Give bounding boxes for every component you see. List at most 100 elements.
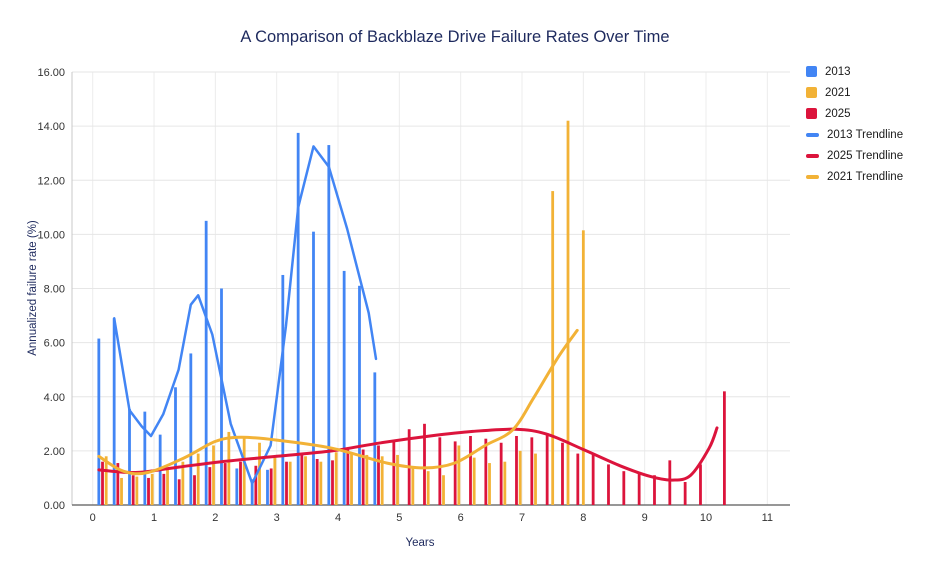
y-tick-label: 10.00 [37, 229, 65, 241]
bar-2013 [143, 411, 147, 505]
bar-2013 [189, 353, 193, 505]
bar-2025 [285, 461, 288, 505]
y-tick-label: 6.00 [44, 338, 65, 350]
bar-2021 [503, 461, 507, 505]
legend-label-2021: 2021 [825, 86, 851, 99]
bar-2025 [484, 438, 488, 505]
bar-2025 [607, 464, 610, 505]
bar-2021 [380, 456, 384, 505]
legend-swatch-2013 [806, 66, 817, 77]
legend-swatch-2021 [806, 87, 817, 98]
y-tick-label: 12.00 [37, 175, 65, 187]
y-tick-label: 8.00 [44, 284, 65, 296]
bar-2025 [193, 475, 196, 505]
x-tick-label: 8 [580, 512, 586, 524]
bar-2021 [181, 461, 185, 505]
legend-label-2013-trendline: 2013 Trendline [827, 128, 904, 141]
bar-2021 [273, 457, 277, 505]
bar-2025 [622, 471, 626, 505]
bar-2021 [426, 471, 430, 505]
legend-label-2021-trendline: 2021 Trendline [827, 170, 904, 183]
x-tick-label: 10 [700, 512, 712, 524]
legend-label-2013: 2013 [825, 65, 851, 78]
y-tick-label: 2.00 [44, 446, 65, 458]
legend-swatch-2013-trendline [806, 132, 819, 137]
bar-2025 [499, 442, 503, 505]
legend-item-2025: 2025 [806, 103, 903, 124]
bar-2013 [266, 469, 269, 505]
bar-2025 [591, 454, 595, 505]
legend-swatch-2025-trendline [806, 153, 819, 158]
x-tick-label: 6 [458, 512, 464, 524]
y-axis-title: Annualized failure rate (%) [27, 220, 39, 356]
legend-item-2021: 2021 [806, 82, 903, 103]
bar-2013 [250, 479, 254, 505]
bar-2021 [334, 452, 338, 505]
bar-2025 [515, 435, 518, 505]
y-tick-label: 14.00 [37, 121, 65, 133]
bar-2025 [561, 442, 564, 505]
y-tick-label: 4.00 [44, 392, 65, 404]
x-tick-label: 11 [762, 512, 773, 524]
legend-label-2025: 2025 [825, 107, 851, 120]
bar-2025 [346, 449, 350, 505]
bar-2025 [162, 473, 166, 505]
bar-2025 [453, 441, 457, 505]
bar-2025 [254, 465, 258, 505]
x-tick-label: 4 [335, 512, 341, 524]
bar-2013 [235, 468, 239, 505]
bar-2013 [296, 132, 300, 505]
bar-2021 [104, 456, 108, 505]
bar-2013 [128, 408, 131, 505]
bar-2021 [196, 453, 200, 505]
bar-2025 [147, 477, 150, 505]
bar-2021 [258, 442, 261, 505]
legend-swatch-2025 [806, 108, 817, 119]
bar-2025 [361, 449, 365, 505]
bar-2021 [212, 445, 215, 505]
bar-2013 [112, 318, 116, 505]
x-tick-label: 3 [274, 512, 280, 524]
bar-2025 [699, 464, 702, 505]
bar-2025 [331, 460, 334, 505]
legend-label-2025-trendline: 2025 Trendline [827, 149, 904, 162]
bar-2021 [518, 450, 522, 505]
bar-2025 [653, 475, 656, 505]
bar-2013 [358, 285, 361, 505]
bar-2013 [220, 288, 223, 505]
bar-2021 [488, 463, 491, 505]
bar-2025 [438, 437, 442, 505]
bar-2013 [342, 270, 346, 505]
bar-2025 [116, 463, 120, 505]
trendline-2013-trendline [112, 145, 378, 485]
bar-2025 [576, 453, 580, 505]
bar-2021 [457, 445, 461, 505]
bar-2013 [281, 274, 285, 505]
bar-2021 [442, 475, 445, 505]
x-tick-label: 7 [519, 512, 525, 524]
chart-title: A Comparison of Backblaze Drive Failure … [240, 28, 670, 46]
bar-2021 [242, 435, 246, 505]
bar-2021 [411, 467, 415, 505]
bar-2025 [469, 435, 472, 505]
y-tick-label: 0.00 [44, 500, 65, 512]
x-tick-label: 0 [90, 512, 96, 524]
legend-item-2025-trendline: 2025 Trendline [806, 145, 903, 166]
bar-2021 [534, 453, 537, 505]
bar-2021 [365, 454, 369, 505]
bar-2025 [392, 440, 396, 505]
legend-swatch-2021-trendline [806, 174, 819, 179]
bar-2025 [722, 391, 726, 505]
bar-2025 [300, 454, 304, 505]
bar-2013 [312, 231, 315, 505]
bar-2025 [208, 467, 212, 505]
bar-2021 [581, 230, 585, 506]
bar-2025 [423, 423, 426, 505]
bar-2025 [223, 463, 227, 505]
x-axis-title: Years [405, 537, 435, 549]
bar-2021 [304, 456, 307, 505]
bar-2021 [396, 454, 399, 505]
bar-2021 [472, 457, 476, 505]
bar-2025 [315, 458, 319, 505]
